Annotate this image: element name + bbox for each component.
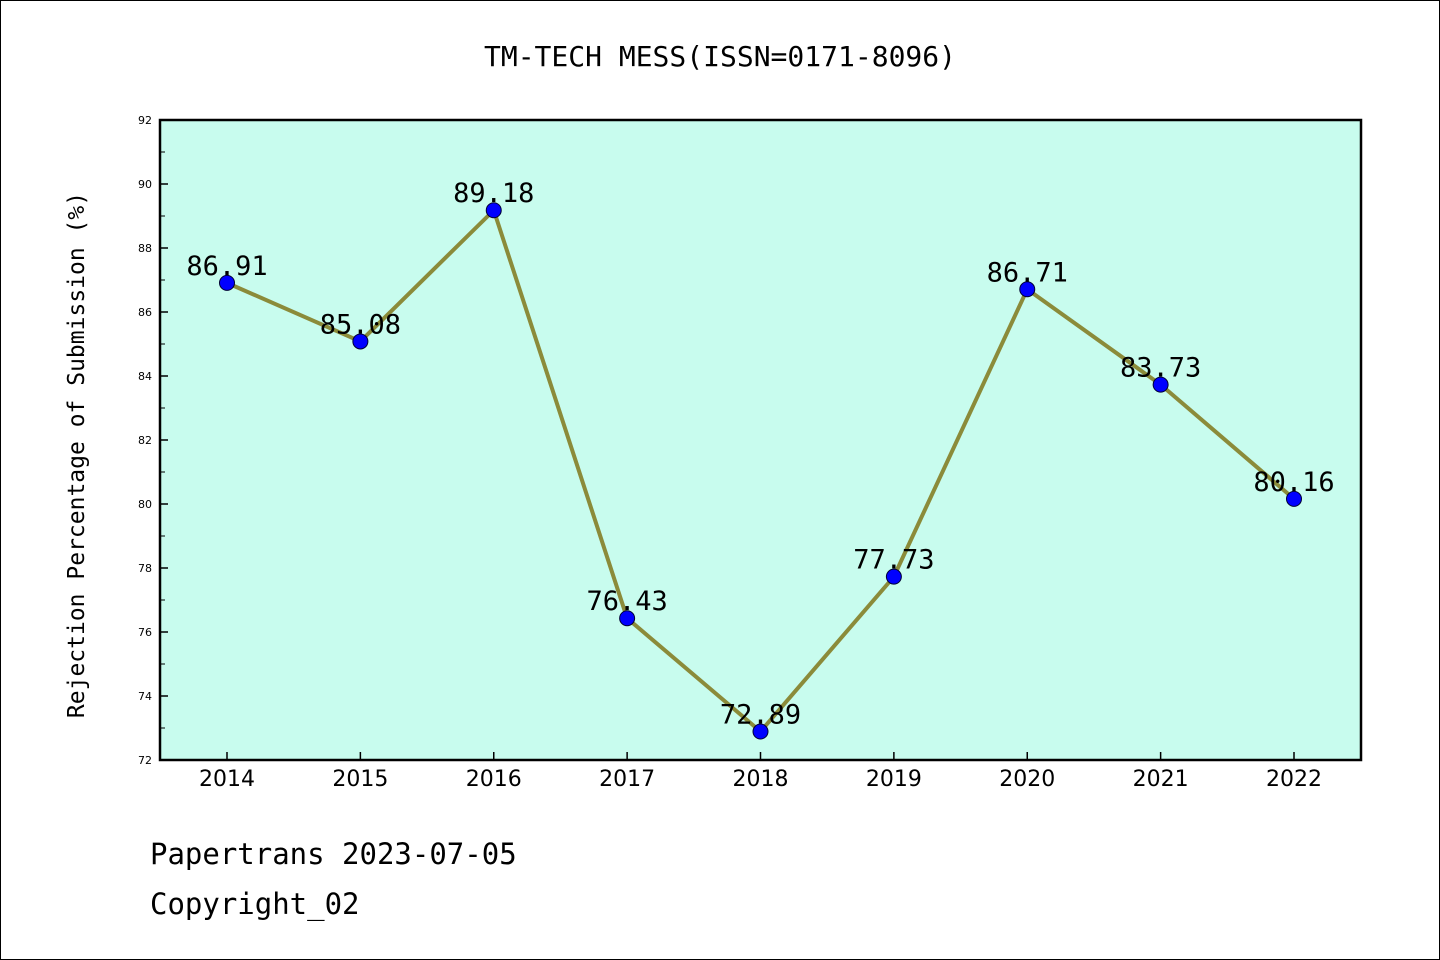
y-tick-label: 92 — [138, 114, 152, 127]
data-label: 72.89 — [720, 700, 801, 731]
y-tick-label: 80 — [138, 498, 152, 511]
x-tick-label: 2015 — [332, 767, 388, 792]
y-axis-label: Rejection Percentage of Submission (%) — [64, 192, 90, 718]
x-tick-label: 2016 — [466, 767, 522, 792]
data-label: 76.43 — [586, 586, 667, 617]
x-tick-label: 2019 — [866, 767, 922, 792]
x-tick-label: 2014 — [199, 767, 255, 792]
y-tick-label: 82 — [138, 434, 152, 447]
data-point — [219, 274, 235, 291]
x-tick-label: 2021 — [1133, 767, 1189, 792]
x-tick-label: 2022 — [1266, 767, 1322, 792]
y-tick-label: 72 — [138, 754, 152, 767]
y-tick-label: 74 — [138, 690, 152, 703]
y-tick-label: 78 — [138, 562, 152, 575]
y-tick-label: 84 — [138, 370, 152, 383]
data-label: 83.73 — [1120, 353, 1201, 384]
footer-copyright: Copyright_02 — [150, 887, 360, 922]
data-point — [1019, 281, 1036, 298]
data-point — [352, 333, 369, 350]
data-point — [1152, 376, 1169, 393]
data-point — [885, 568, 902, 585]
data-label: 86.71 — [987, 257, 1068, 288]
y-tick-label: 76 — [138, 626, 152, 639]
y-tick-label: 90 — [138, 178, 152, 191]
data-label: 85.08 — [320, 309, 401, 340]
data-point — [619, 610, 636, 627]
chart-title: TM-TECH MESS(ISSN=0171-8096) — [484, 40, 956, 73]
data-point — [485, 202, 502, 219]
data-label: 77.73 — [853, 545, 934, 576]
y-tick-label: 88 — [138, 242, 152, 255]
data-label: 86.91 — [186, 251, 267, 282]
x-tick-label: 2018 — [733, 767, 789, 792]
plot-border — [158, 118, 1363, 762]
footer-date: Papertrans 2023-07-05 — [150, 837, 517, 871]
x-tick-label: 2020 — [999, 767, 1055, 792]
y-tick-label: 86 — [138, 306, 152, 319]
data-point — [752, 723, 769, 740]
data-label: 89.18 — [453, 178, 534, 209]
data-point — [1286, 490, 1302, 507]
plot-area — [160, 120, 1361, 760]
data-label: 80.16 — [1253, 467, 1334, 498]
x-tick-label: 2017 — [599, 767, 655, 792]
